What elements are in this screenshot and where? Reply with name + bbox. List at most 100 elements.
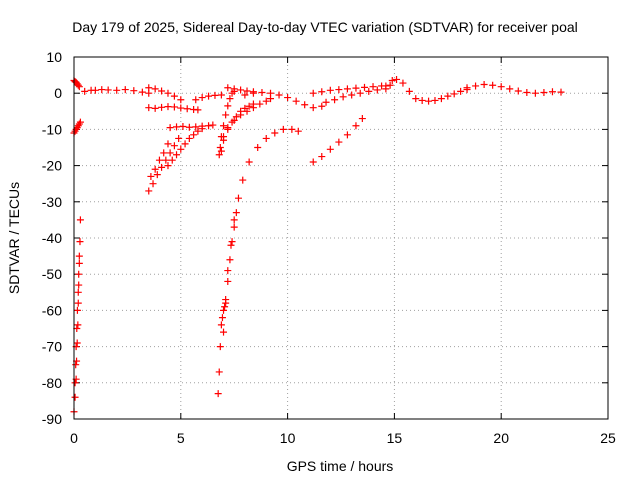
series-arc-ramp-11 [309, 115, 366, 166]
data-point [217, 91, 225, 99]
data-point [348, 91, 356, 99]
data-point [288, 125, 296, 133]
data-point [431, 96, 439, 104]
x-tick-label: 5 [177, 430, 185, 446]
data-point [76, 216, 84, 224]
data-point [514, 87, 522, 95]
data-point [164, 103, 172, 111]
data-point [160, 149, 168, 157]
data-point [234, 194, 242, 202]
data-point [72, 361, 80, 369]
grid-layer [74, 57, 608, 419]
data-point [480, 81, 488, 89]
data-point [205, 122, 213, 130]
data-point [183, 105, 191, 113]
data-point [230, 223, 238, 231]
data-point [211, 91, 219, 99]
data-point [198, 122, 206, 130]
x-tick-label: 10 [280, 430, 296, 446]
y-tick-label: -10 [42, 121, 62, 137]
data-point [75, 83, 83, 91]
data-point [166, 149, 174, 157]
data-point [356, 89, 364, 97]
series-arc-ramp-3 [164, 125, 206, 170]
data-point [216, 144, 224, 151]
data-point [151, 165, 159, 173]
data-point [405, 87, 413, 95]
data-point [557, 88, 565, 96]
data-point [194, 106, 202, 114]
data-point [245, 102, 253, 110]
y-tick-label: -50 [42, 266, 62, 282]
data-point [540, 88, 548, 96]
data-point [256, 100, 264, 108]
data-point [224, 102, 232, 110]
data-point [249, 89, 257, 97]
data-point [177, 104, 185, 112]
data-point [145, 84, 153, 92]
data-point [205, 92, 213, 100]
data-point [138, 88, 146, 96]
data-point [74, 299, 82, 307]
data-point [175, 134, 183, 142]
series-arc-wave-19 [463, 81, 565, 97]
data-point [232, 209, 240, 217]
data-point [149, 180, 157, 188]
data-point [369, 83, 377, 91]
data-point [226, 256, 234, 264]
y-tick-label: -70 [42, 339, 62, 355]
data-point [262, 134, 270, 142]
x-tick-label: 25 [600, 430, 616, 446]
data-point [352, 84, 360, 92]
data-point [318, 88, 326, 96]
data-point [173, 151, 181, 159]
data-point [258, 88, 266, 96]
data-point [130, 87, 138, 95]
data-point [166, 124, 174, 132]
data-point [209, 121, 217, 129]
data-point [239, 176, 247, 184]
x-tick-label: 0 [70, 430, 78, 446]
x-tick-label: 20 [493, 430, 509, 446]
data-point [352, 122, 360, 130]
data-point [215, 368, 223, 376]
data-point [506, 85, 514, 93]
data-point [151, 85, 159, 93]
data-point [399, 79, 407, 87]
data-point [91, 86, 99, 94]
data-point [373, 86, 381, 94]
data-point [220, 122, 228, 130]
series-arc-hook-7b [220, 95, 275, 141]
data-point [81, 87, 89, 95]
data-point [237, 86, 245, 94]
data-point [145, 104, 153, 112]
data-point [71, 393, 79, 401]
data-point [177, 96, 185, 104]
data-point [73, 306, 81, 314]
data-point [335, 86, 343, 94]
x-axis-label: GPS time / hours [287, 458, 394, 474]
data-point [75, 270, 83, 278]
data-point [318, 102, 326, 110]
series-arc-ramp-2 [147, 140, 172, 180]
data-point [365, 87, 373, 95]
data-point [245, 158, 253, 166]
data-point [232, 113, 240, 121]
data-point [179, 123, 187, 131]
data-point [230, 216, 238, 224]
series-arc-wave-15 [382, 75, 471, 105]
data-point [267, 89, 275, 97]
data-point [228, 238, 236, 246]
data-point [548, 88, 556, 96]
data-point [294, 127, 302, 135]
data-point [192, 123, 200, 131]
series-arc-deep-left [70, 216, 84, 416]
data-point [243, 107, 251, 115]
data-point [215, 151, 223, 159]
data-point [292, 97, 300, 105]
data-point [222, 111, 230, 119]
data-point [275, 91, 283, 99]
data-point [153, 171, 161, 179]
